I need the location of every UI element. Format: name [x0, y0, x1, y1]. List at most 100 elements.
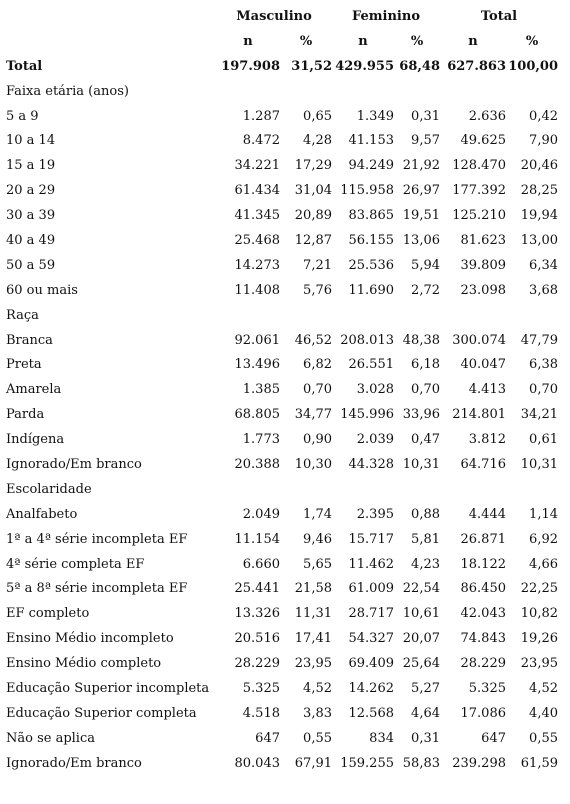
row-label: Educação Superior completa [6, 705, 197, 721]
cell: 4,52 [303, 680, 332, 696]
cell: 4,64 [411, 705, 440, 721]
table-row: Preta 13.496 6,82 26.551 6,18 40.047 6,38 [6, 352, 558, 377]
table-row: EF completo 13.326 11,31 28.717 10,61 42.043 1… [6, 601, 558, 626]
cell: 12.568 [348, 705, 395, 721]
row-label: 40 a 49 [6, 232, 56, 248]
cell: 42.043 [460, 606, 507, 622]
cell: 33,96 [402, 407, 440, 423]
cell: 145.996 [340, 407, 394, 423]
cell: 2,72 [411, 282, 440, 298]
cell: 1,74 [303, 506, 332, 522]
cell: 54.327 [348, 631, 395, 647]
cell: 5,81 [411, 531, 440, 547]
header-total: Total [480, 8, 518, 24]
row-label: 30 a 39 [6, 208, 56, 224]
section-title: Raça [6, 307, 39, 323]
table-row: Parda 68.805 34,77 145.996 33,96 214.801 34,21 [6, 402, 558, 427]
cell: 80.043 [234, 755, 281, 771]
cell: 20,46 [520, 158, 558, 174]
row-label: Ensino Médio completo [6, 656, 162, 672]
table-row: 10 a 14 8.472 4,28 41.153 9,57 49.625 7,90 [6, 128, 558, 153]
row-label: 50 a 59 [6, 257, 56, 273]
cell: 14.273 [234, 257, 281, 273]
cell: 26.551 [348, 357, 395, 373]
cell: 4,52 [529, 680, 558, 696]
cell: 41.153 [348, 133, 395, 149]
table-row: 15 a 19 34.221 17,29 94.249 21,92 128.470 20,4… [6, 153, 558, 178]
cell: 3.812 [468, 432, 506, 448]
cell: 23,95 [520, 656, 558, 672]
row-label: Amarela [6, 382, 62, 398]
table-row: 60 ou mais 11.408 5,76 11.690 2,72 23.098 3,68 [6, 278, 558, 303]
table-row: 30 a 39 41.345 20,89 83.865 19,51 125.210 19,9… [6, 203, 558, 228]
cell: 647 [481, 730, 506, 746]
table-row: Ensino Médio completo 28.229 23,95 69.409 25… [6, 651, 558, 676]
table-row: Analfabeto 2.049 1,74 2.395 0,88 4.444 1,14 [6, 502, 558, 527]
header-sub-row: n % n % n % [6, 29, 558, 54]
cell: 12,87 [294, 232, 332, 248]
cell: 0,88 [411, 506, 440, 522]
cell: 4,23 [411, 556, 440, 572]
cell: 208.013 [340, 332, 394, 348]
cell: 0,70 [411, 382, 440, 398]
subheader-pct: % [410, 33, 424, 49]
row-label: 10 a 14 [6, 133, 56, 149]
cell: 300.074 [452, 332, 506, 348]
table-row: 1ª a 4ª série incompleta EF 11.154 9,46 15.… [6, 527, 558, 552]
subheader-n: n [358, 33, 368, 49]
subheader-pct: % [299, 33, 313, 49]
cell: 48,38 [402, 332, 440, 348]
cell: 34.221 [234, 158, 281, 174]
cell: 647 [255, 730, 280, 746]
table-row: Ignorado/Em branco 80.043 67,91 159.255 58,8… [6, 751, 558, 776]
cell: 128.470 [452, 158, 506, 174]
cell: 4,40 [529, 705, 558, 721]
cell: 23.098 [460, 282, 507, 298]
header-feminino: Feminino [352, 8, 420, 24]
row-label: Branca [6, 332, 53, 348]
cell: 3,83 [303, 705, 332, 721]
cell: 10,61 [402, 606, 440, 622]
cell: 67,91 [294, 755, 332, 771]
cell: 34,77 [294, 407, 332, 423]
row-label: Preta [6, 357, 42, 373]
cell: 26,97 [402, 183, 440, 199]
table-row: Não se aplica 647 0,55 834 0,31 647 0,55 [6, 726, 558, 751]
cell: 100,00 [508, 58, 558, 74]
section-title: Faixa etária (anos) [6, 83, 129, 99]
cell: 83.865 [348, 208, 395, 224]
table-row: Indígena 1.773 0,90 2.039 0,47 3.812 0,61 [6, 427, 558, 452]
cell: 17,29 [294, 158, 332, 174]
subheader-pct: % [525, 33, 539, 49]
cell: 69.409 [348, 656, 395, 672]
row-label: Indígena [6, 432, 65, 448]
row-label: Educação Superior incompleta [6, 680, 210, 696]
cell: 39.809 [460, 257, 507, 273]
table-row: Ensino Médio incompleto 20.516 17,41 54.327… [6, 626, 558, 651]
cell: 429.955 [335, 58, 394, 74]
section-header-row: Raça [6, 303, 558, 328]
cell: 4,66 [529, 556, 558, 572]
cell: 239.298 [452, 755, 506, 771]
cell: 21,92 [402, 158, 440, 174]
cell: 0,47 [411, 432, 440, 448]
cell: 115.958 [340, 183, 394, 199]
cell: 214.801 [452, 407, 506, 423]
cell: 5,76 [303, 282, 332, 298]
cell: 4.444 [468, 506, 506, 522]
row-label: 1ª a 4ª série incompleta EF [6, 531, 188, 547]
row-label: 20 a 29 [6, 183, 56, 199]
cell: 2.636 [468, 108, 506, 124]
table-row: Ignorado/Em branco 20.388 10,30 44.328 10,31… [6, 452, 558, 477]
total-row: Total 197.908 31,52 429.955 68,48 627.86… [6, 54, 558, 79]
cell: 17.086 [460, 705, 507, 721]
cell: 86.450 [460, 581, 507, 597]
cell: 10,31 [520, 456, 558, 472]
section-header-row: Escolaridade [6, 477, 558, 502]
cell: 4.518 [242, 705, 280, 721]
cell: 11.408 [234, 282, 281, 298]
cell: 81.623 [460, 232, 507, 248]
subheader-n: n [468, 33, 478, 49]
table-row: 50 a 59 14.273 7,21 25.536 5,94 39.809 6,34 [6, 253, 558, 278]
cell: 6,38 [529, 357, 558, 373]
